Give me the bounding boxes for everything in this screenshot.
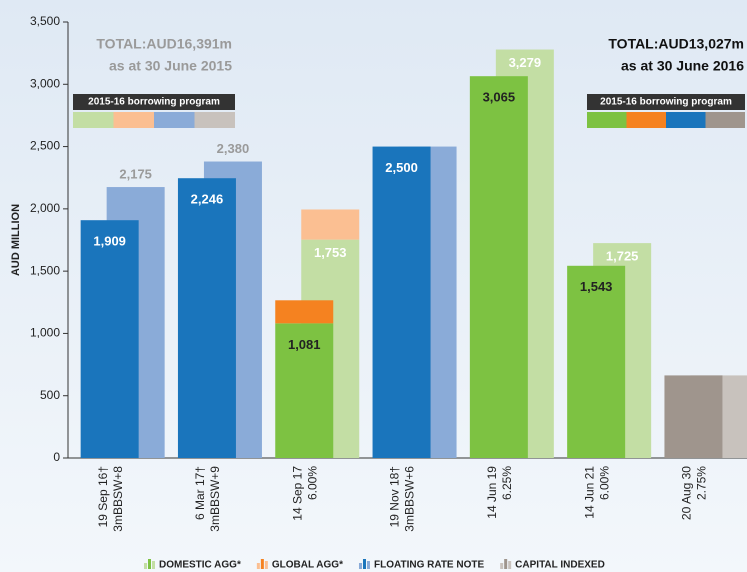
y-tick-label: 0	[53, 450, 60, 464]
bar	[275, 300, 334, 324]
legend-swatch	[362, 559, 366, 569]
prior-value-label: 1,753	[314, 245, 347, 260]
value-label: 2,246	[191, 192, 224, 207]
bar	[469, 76, 528, 458]
legend-swatch	[358, 563, 362, 569]
x-tick-label: 3mBBSW+6	[403, 466, 417, 532]
legend-label: FLOATING RATE NOTE	[374, 560, 485, 571]
y-tick-label: 3,000	[30, 76, 60, 90]
legend-swatch	[504, 559, 508, 569]
legend-swatch	[256, 563, 260, 569]
prior-value-label: 1,725	[606, 249, 639, 264]
program-swatch	[194, 112, 235, 128]
program-swatch	[705, 112, 745, 128]
x-tick-label: 14 Sep 17	[290, 466, 304, 521]
legend-swatch	[264, 561, 268, 569]
total-subtitle: as at 30 June 2016	[621, 58, 744, 74]
bar	[275, 323, 334, 458]
prior-value-label: 2,175	[119, 166, 152, 181]
y-tick-label: 2,000	[30, 201, 60, 215]
program-swatch	[113, 112, 154, 128]
legend-swatch	[144, 563, 147, 569]
x-tick-label: 20 Aug 30	[680, 466, 694, 520]
program-label: 2015-16 borrowing program	[88, 97, 220, 108]
bar	[372, 146, 431, 459]
x-tick-label: 14 Jun 21	[582, 466, 596, 519]
value-label: 2,500	[385, 160, 418, 175]
program-label: 2015-16 borrowing program	[600, 97, 732, 108]
value-label: 1,081	[288, 337, 321, 352]
program-swatch	[73, 112, 114, 128]
y-tick-label: 1,000	[30, 326, 60, 340]
x-tick-label: 19 Sep 16†	[96, 466, 110, 527]
legend-item: CAPITAL INDEXED	[500, 559, 605, 571]
total-title: TOTAL:AUD16,391m	[96, 36, 232, 52]
legend-swatch	[152, 561, 155, 569]
x-tick-label: 3mBBSW+9	[208, 466, 222, 532]
prior-value-label: 3,279	[509, 55, 542, 70]
y-tick-label: 1,500	[30, 263, 60, 277]
total-title: TOTAL:AUD13,027m	[608, 36, 744, 52]
legend-swatch	[260, 559, 264, 569]
x-tick-label: 3mBBSW+8	[111, 466, 125, 532]
x-tick-label: 6 Mar 17†	[193, 466, 207, 520]
program-box	[587, 94, 745, 110]
x-tick-label: 2.75%	[695, 466, 709, 500]
prior-value-label: 2,380	[217, 141, 250, 156]
prior-bar	[301, 209, 360, 240]
legend-swatch	[508, 561, 512, 569]
x-tick-label: 6.25%	[500, 466, 514, 500]
y-axis-label: AUD MILLION	[10, 204, 22, 276]
y-tick-label: 3,500	[30, 14, 60, 28]
x-tick-label: 19 Nov 18†	[388, 466, 402, 527]
bar	[80, 220, 139, 458]
bar	[664, 375, 723, 458]
total-subtitle: as at 30 June 2015	[109, 58, 232, 74]
program-swatch	[666, 112, 706, 128]
legend-swatch	[500, 563, 504, 569]
legend-item: GLOBAL AGG*	[256, 559, 343, 571]
x-tick-label: 14 Jun 19	[485, 466, 499, 519]
x-tick-label: 6.00%	[597, 466, 611, 500]
program-box	[73, 94, 235, 110]
program-swatch	[154, 112, 195, 128]
legend-label: GLOBAL AGG*	[272, 560, 343, 571]
bar	[177, 178, 236, 458]
legend-swatch	[148, 559, 151, 569]
legend-label: CAPITAL INDEXED	[515, 560, 605, 571]
bar	[567, 265, 626, 458]
value-label: 1,909	[93, 234, 126, 249]
value-label: 1,543	[580, 279, 613, 294]
y-tick-label: 500	[40, 388, 60, 402]
legend-item: FLOATING RATE NOTE	[358, 559, 485, 571]
legend-item: DOMESTIC AGG*	[144, 559, 241, 571]
x-tick-label: 6.00%	[305, 466, 319, 500]
y-tick-label: 2,500	[30, 139, 60, 153]
program-swatch	[587, 112, 627, 128]
program-swatch	[626, 112, 666, 128]
legend-swatch	[366, 561, 370, 569]
legend-label: DOMESTIC AGG*	[159, 560, 241, 571]
value-label: 3,065	[483, 90, 516, 105]
